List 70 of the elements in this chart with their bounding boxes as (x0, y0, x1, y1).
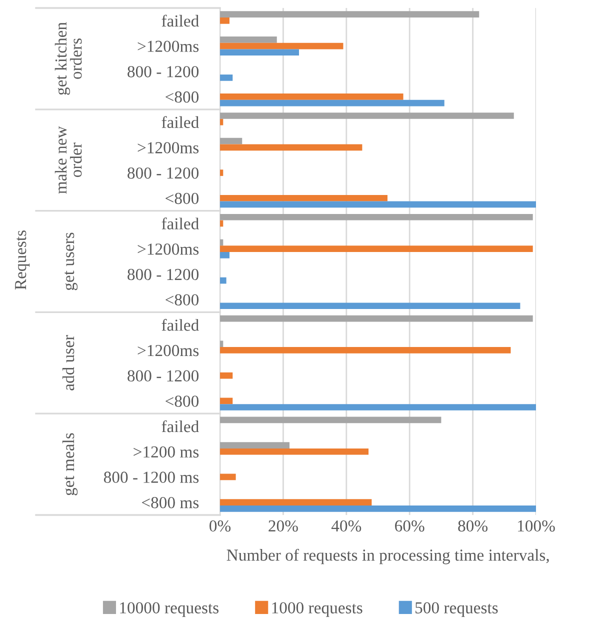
bar (220, 372, 233, 379)
bar (220, 118, 224, 126)
y-tick-label: failed (162, 14, 199, 27)
bar (220, 49, 299, 56)
y-tick-label: >1200ms (138, 142, 199, 154)
y-tick-label: 800 - 1200 ms (104, 472, 199, 483)
bar (220, 442, 290, 448)
y-tick-label: >1200 ms (134, 446, 199, 458)
x-axis-title: Number of requests in processing time intervals, (226, 548, 549, 564)
x-tick-label: 40% (331, 520, 362, 532)
y-tick-label: failed (162, 420, 199, 432)
legend-label: 10000 requests (120, 602, 218, 617)
bar (220, 474, 236, 480)
bar (220, 100, 444, 106)
x-tick-label: 100% (518, 520, 555, 532)
y-tick-label: <800 (166, 192, 199, 204)
bar (220, 246, 533, 252)
bar (220, 340, 224, 348)
text: make new order (54, 126, 82, 194)
y-tick-label: <800 (166, 396, 199, 407)
bar (220, 404, 536, 410)
text: add user (62, 335, 74, 390)
bar (220, 74, 233, 81)
y-tick-label: 800 - 1200 (128, 370, 199, 382)
y-axis-title: Requests (15, 230, 30, 290)
y-tick-label: failed (162, 318, 199, 331)
bar (220, 144, 362, 151)
bar (220, 416, 442, 424)
bar (220, 112, 514, 119)
bar (220, 252, 230, 258)
y-tick-label: 800 - 1200 (128, 66, 199, 78)
bar (220, 194, 388, 202)
y-tick-label: 800 - 1200 (128, 167, 199, 179)
bar (220, 170, 224, 176)
bar (220, 239, 224, 246)
x-tick-label: 0% (210, 520, 231, 532)
bar (220, 94, 404, 100)
bar (220, 36, 277, 43)
legend-label: 1000 requests (272, 602, 362, 617)
bar (220, 347, 511, 354)
y-tick-label: failed (162, 218, 199, 230)
bar (220, 398, 233, 404)
bar (220, 18, 230, 24)
bar (220, 448, 369, 455)
bar (220, 42, 344, 50)
y-tick-label: >1200ms (138, 40, 199, 52)
y-tick-label: failed (162, 116, 199, 128)
bar (220, 201, 536, 208)
bar (220, 138, 242, 144)
bar (220, 277, 226, 284)
bar (220, 505, 536, 512)
x-tick-label: 60% (395, 520, 424, 532)
bar (220, 220, 224, 227)
text: get kitchen orders (54, 22, 82, 95)
text: get users (64, 232, 78, 290)
legend-label: 500 requests (416, 602, 498, 617)
y-tick-label: 800 - 1200 (128, 268, 199, 280)
text: get meals (62, 433, 78, 496)
y-tick-label: >1200ms (138, 244, 199, 255)
bar (220, 499, 372, 506)
bar (220, 302, 520, 310)
x-tick-label: 80% (458, 520, 488, 532)
x-tick-label: 20% (268, 520, 298, 532)
y-tick-label: >1200ms (138, 344, 199, 356)
y-tick-label: <800 (166, 91, 199, 103)
bar (220, 315, 533, 322)
y-tick-label: <800 ms (142, 497, 199, 508)
y-tick-label: <800 (166, 294, 199, 306)
bar (220, 11, 480, 18)
bar (220, 214, 533, 220)
